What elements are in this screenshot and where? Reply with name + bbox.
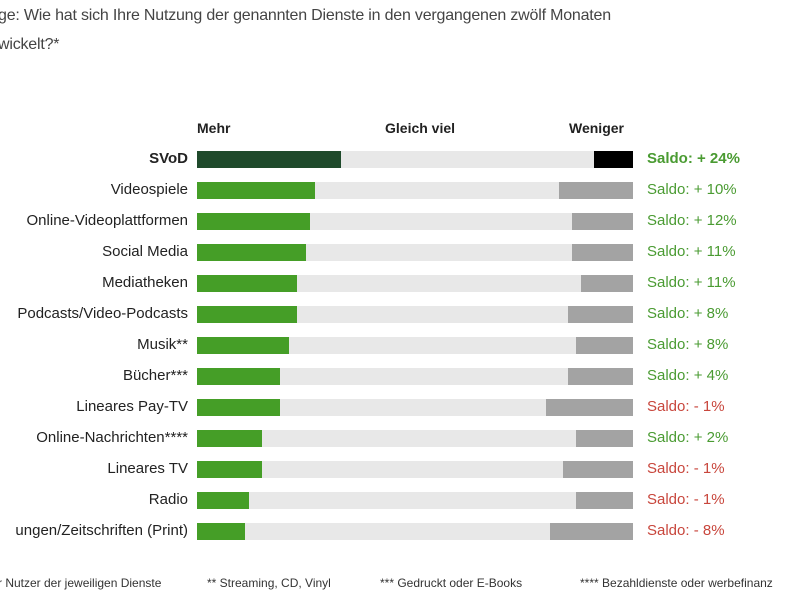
bar-more: [197, 523, 245, 540]
category-label: Online-Nachrichten****: [36, 429, 188, 446]
category-label: ungen/Zeitschriften (Print): [15, 522, 188, 539]
footnote: r Nutzer der jeweiligen Dienste: [0, 576, 162, 590]
bar-more: [197, 399, 280, 416]
saldo-label: Saldo: + 8%: [647, 336, 729, 353]
footnote: **** Bezahldienste oder werbefinanz: [580, 576, 773, 590]
category-label: Social Media: [102, 243, 188, 260]
question-line-1: ge: Wie hat sich Ihre Nutzung der genann…: [0, 7, 611, 24]
saldo-label: Saldo: - 1%: [647, 491, 725, 508]
category-label: Musik**: [137, 336, 188, 353]
bar-same: [197, 275, 633, 292]
bar-same: [197, 213, 633, 230]
saldo-label: Saldo: + 12%: [647, 212, 737, 229]
bar-less: [550, 523, 633, 540]
bar-less: [576, 337, 633, 354]
saldo-label: Saldo: - 1%: [647, 460, 725, 477]
bar-same: [197, 461, 633, 478]
saldo-label: Saldo: + 8%: [647, 305, 729, 322]
saldo-label: Saldo: + 11%: [647, 274, 736, 291]
category-label: SVoD: [149, 150, 188, 167]
bar-same: [197, 368, 633, 385]
bar-more: [197, 430, 263, 447]
bar-more: [197, 337, 289, 354]
footnote: *** Gedruckt oder E-Books: [380, 576, 523, 590]
category-label: Bücher***: [122, 367, 188, 384]
header-same: Gleich viel: [385, 120, 456, 136]
bar-less: [593, 151, 633, 168]
bar-same: [197, 523, 633, 540]
bar-same: [197, 306, 633, 323]
bar-more: [197, 275, 298, 292]
category-label: Mediatheken: [102, 274, 188, 291]
bar-same: [197, 399, 633, 416]
bar-more: [197, 368, 280, 385]
bar-less: [576, 430, 633, 447]
footnote: ** Streaming, CD, Vinyl: [207, 576, 331, 590]
bar-less: [567, 306, 633, 323]
saldo-label: Saldo: - 8%: [647, 522, 725, 539]
bar-less: [571, 213, 633, 230]
category-label: Lineares Pay-TV: [76, 398, 188, 415]
question-line-2: wickelt?*: [0, 36, 60, 53]
bar-more: [197, 244, 306, 261]
saldo-label: Saldo: + 24%: [647, 150, 740, 167]
bar-less: [576, 492, 633, 509]
bar-more: [197, 492, 250, 509]
bar-more: [197, 151, 341, 168]
bar-same: [197, 337, 633, 354]
saldo-label: Saldo: + 4%: [647, 367, 729, 384]
bar-less: [580, 275, 633, 292]
bar-more: [197, 461, 263, 478]
bar-less: [571, 244, 633, 261]
bar-same: [197, 182, 633, 199]
header-less: Weniger: [569, 120, 624, 136]
saldo-label: Saldo: - 1%: [647, 398, 725, 415]
saldo-label: Saldo: + 2%: [647, 429, 729, 446]
bar-same: [197, 430, 633, 447]
bar-less: [567, 368, 633, 385]
header-more: Mehr: [197, 120, 231, 136]
category-label: Videospiele: [110, 181, 188, 198]
category-label: Online-Videoplattformen: [26, 212, 188, 229]
bar-less: [545, 399, 633, 416]
bar-less: [558, 182, 633, 199]
saldo-label: Saldo: + 11%: [647, 243, 736, 260]
bar-more: [197, 182, 315, 199]
bar-same: [197, 151, 633, 168]
bar-same: [197, 244, 633, 261]
saldo-label: Saldo: + 10%: [647, 181, 737, 198]
category-label: Podcasts/Video-Podcasts: [17, 305, 188, 322]
bar-more: [197, 306, 298, 323]
bar-same: [197, 492, 633, 509]
category-label: Lineares TV: [107, 460, 188, 477]
bar-more: [197, 213, 311, 230]
category-label: Radio: [148, 491, 188, 508]
bar-less: [563, 461, 633, 478]
